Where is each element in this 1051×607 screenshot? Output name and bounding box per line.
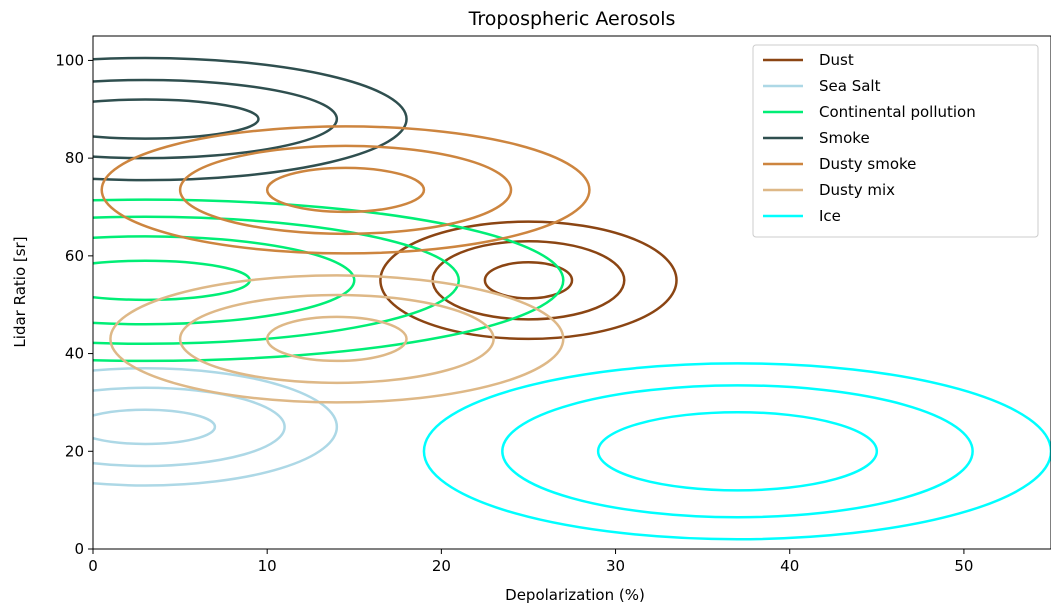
x-tick-label: 20 bbox=[432, 557, 451, 575]
x-tick-label: 0 bbox=[88, 557, 98, 575]
legend-label: Dust bbox=[819, 51, 854, 69]
legend-label: Continental pollution bbox=[819, 103, 976, 121]
contour-smoke-1 bbox=[93, 98, 260, 140]
y-tick-label: 0 bbox=[74, 540, 84, 558]
contour-dusty-smoke-1 bbox=[265, 166, 426, 214]
legend-label: Dusty mix bbox=[819, 181, 895, 199]
axes: 0 10 20 30 40 50 0 20 40 60 80 100 bbox=[55, 35, 1051, 575]
x-tick-label: 50 bbox=[954, 557, 973, 575]
legend-box bbox=[752, 44, 1039, 238]
x-tick-label: 40 bbox=[780, 557, 799, 575]
legend-label: Smoke bbox=[819, 129, 870, 147]
contour-continental-pollution-1 bbox=[93, 259, 251, 302]
legend-label: Ice bbox=[819, 207, 841, 225]
contour-dusty-mix-1 bbox=[265, 315, 408, 363]
y-tick-label: 20 bbox=[65, 442, 84, 460]
contour-sea-salt-2 bbox=[93, 386, 286, 468]
contour-ice-1 bbox=[596, 410, 879, 492]
contour-smoke-3 bbox=[93, 56, 408, 182]
plot-frame bbox=[92, 35, 1051, 550]
legend-label: Dusty smoke bbox=[819, 155, 916, 173]
y-axis-label: Lidar Ratio [sr] bbox=[11, 236, 29, 347]
y-tick-label: 100 bbox=[55, 51, 84, 69]
contour-dust-1 bbox=[483, 260, 574, 300]
contour-dust-3 bbox=[379, 220, 678, 341]
legend: Dust Sea Salt Continental pollution Smoke Du… bbox=[752, 44, 1039, 238]
contour-dusty-smoke-3 bbox=[100, 125, 591, 255]
contour-ice-2 bbox=[501, 384, 974, 519]
contour-continental-pollution-3 bbox=[93, 215, 460, 346]
y-tick-label: 60 bbox=[65, 247, 84, 265]
contour-sea-salt-1 bbox=[93, 408, 217, 446]
contour-dusty-smoke-2 bbox=[178, 144, 513, 236]
y-tick-label: 40 bbox=[65, 345, 84, 363]
contour-dusty-mix-3 bbox=[109, 274, 565, 404]
contour-ice-3 bbox=[422, 362, 1051, 541]
contour-continental-pollution-2 bbox=[93, 235, 356, 326]
contour-smoke-2 bbox=[93, 78, 339, 160]
contour-sea-salt-3 bbox=[93, 366, 339, 487]
x-axis-label: Depolarization (%) bbox=[505, 586, 645, 604]
contour-layer bbox=[93, 56, 1051, 541]
contour-dusty-mix-2 bbox=[178, 293, 495, 385]
x-tick-label: 10 bbox=[258, 557, 277, 575]
legend-label: Sea Salt bbox=[819, 77, 881, 95]
chart-title: Tropospheric Aerosols bbox=[468, 8, 676, 30]
contour-continental-pollution-4 bbox=[93, 198, 565, 363]
y-tick-label: 80 bbox=[65, 149, 84, 167]
contour-dust-2 bbox=[431, 239, 626, 321]
x-tick-label: 30 bbox=[606, 557, 625, 575]
